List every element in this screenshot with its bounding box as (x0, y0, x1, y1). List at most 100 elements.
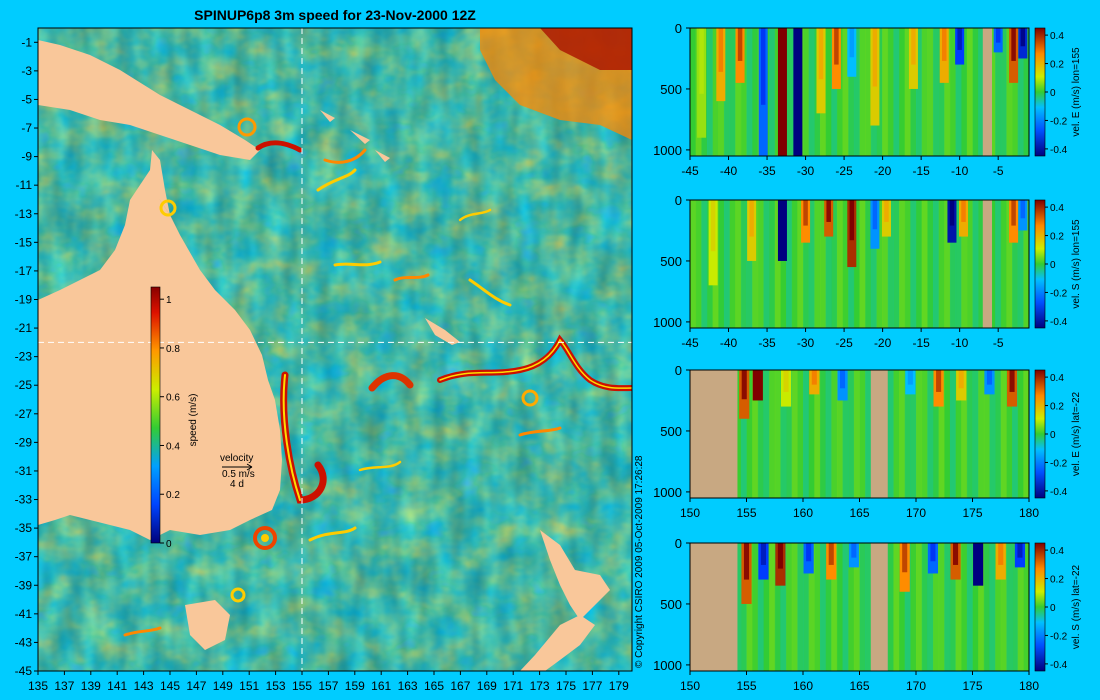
section-texture (831, 200, 838, 328)
section-texture (966, 28, 973, 156)
map-x-tick-label: 141 (107, 679, 127, 693)
map-y-tick-label: -21 (15, 321, 33, 335)
section-texture (893, 200, 900, 328)
section-texture (927, 370, 934, 498)
map-y-tick-label: -39 (15, 578, 33, 592)
section-panel: 150 155 160 165 170 175 180 0 500 1000 0.4 0.2 0 -0.2… (653, 536, 1082, 693)
section-x-tick-label: -5 (993, 164, 1004, 178)
section-texture (972, 200, 979, 328)
section-texture (836, 28, 844, 156)
section-y-tick-label: 500 (660, 597, 682, 612)
section-panel: -45 -40 -35 -30 -25 -20 -15 -10 -5 0 500 1000 0.4 0.2… (653, 21, 1082, 178)
section-texture (729, 28, 736, 156)
velocity-band-core (806, 543, 812, 562)
section-texture (695, 200, 702, 328)
eddy-ring (230, 587, 246, 603)
section-panel: 150 155 160 165 170 175 180 0 500 1000 0.4 0.2 0 -0.2… (653, 363, 1082, 520)
velocity-band-core (826, 200, 831, 222)
section-texture (791, 370, 798, 498)
velocity-band-core (986, 370, 992, 385)
section-texture (927, 543, 934, 671)
section-texture (955, 543, 962, 671)
section-texture (944, 200, 951, 328)
map-y-tick-label: -11 (16, 178, 33, 192)
section-texture (1000, 28, 1007, 156)
section-texture (865, 200, 872, 328)
velocity-band-core (872, 28, 878, 87)
section-texture (842, 370, 849, 498)
section-colorbar-tick-label: -0.4 (1050, 660, 1068, 671)
section-texture (814, 543, 821, 671)
section-frame (689, 199, 1030, 329)
section-x-tick-label: 165 (849, 506, 869, 520)
section-texture (819, 543, 827, 671)
section-texture (780, 543, 787, 671)
section-colorbar-tick-label: -0.2 (1050, 631, 1068, 642)
section-x-tick-label: 180 (1019, 506, 1039, 520)
new-zealand-north (540, 530, 610, 620)
section-texture (904, 543, 911, 671)
section-texture (803, 370, 810, 498)
section-texture (763, 200, 770, 328)
map-y-tick-label: -45 (15, 664, 33, 678)
section-x-tick-label: 180 (1019, 679, 1039, 693)
section-texture (904, 370, 911, 498)
section-texture (938, 200, 945, 328)
section-texture (966, 200, 973, 328)
velocity-band-core (780, 200, 785, 237)
section-texture (752, 200, 759, 328)
map-y-tick-label: -41 (15, 607, 33, 621)
section-texture (995, 370, 1002, 498)
section-x-tick-label: 160 (793, 679, 813, 693)
section-texture (978, 543, 985, 671)
section-texture (814, 200, 821, 328)
section-texture (938, 370, 945, 498)
section-texture (769, 200, 776, 328)
map-x-tick-label: 173 (530, 679, 550, 693)
section-texture (983, 543, 990, 671)
map-x-tick-label: 147 (186, 679, 206, 693)
section-texture (1006, 200, 1013, 328)
velocity-band-core (936, 370, 942, 392)
section-texture (978, 370, 985, 498)
section-texture (808, 28, 815, 156)
speed-colorbar-tick-label: 0 (166, 539, 172, 550)
section-texture (927, 200, 934, 328)
section-texture (1017, 370, 1024, 498)
map-x-tick-label: 139 (81, 679, 101, 693)
new-guinea-landmass (38, 40, 260, 160)
velocity-band-core (1011, 200, 1016, 226)
section-texture (955, 370, 962, 498)
section-colorbar-tick-label: 0.4 (1050, 546, 1064, 557)
section-x-tick-label: -15 (912, 164, 930, 178)
section-texture (740, 370, 747, 498)
section-texture (955, 200, 962, 328)
velocity-band-core (710, 200, 716, 252)
section-texture (989, 28, 996, 156)
eddy-ring (253, 526, 277, 550)
section-colorbar-tick-label: -0.4 (1050, 145, 1068, 156)
velocity-band-core (902, 543, 908, 573)
section-texture (853, 370, 860, 498)
section-y-tick-label: 0 (675, 536, 682, 551)
section-texture (825, 370, 832, 498)
cape-york (140, 150, 170, 215)
section-land (690, 543, 738, 671)
section-texture (729, 200, 736, 328)
section-texture (932, 543, 940, 671)
map-y-tick-label: -15 (15, 235, 33, 249)
section-colorbar-label: vel. S (m/s) lon=155 (1071, 219, 1082, 309)
section-field (690, 28, 1029, 156)
section-colorbar-ramp (1034, 542, 1046, 672)
section-x-tick-label: -45 (681, 164, 699, 178)
velocity-band-core (851, 543, 857, 558)
speed-colorbar-label: speed (m/s) (188, 394, 199, 447)
section-texture (853, 200, 860, 328)
section-texture (1006, 28, 1013, 156)
section-texture (995, 28, 1002, 156)
section-x-tick-label: -20 (874, 164, 892, 178)
section-colorbar-tick-label: 0 (1050, 88, 1056, 99)
velocity-band-core (780, 28, 785, 105)
velocity-band-core (1020, 200, 1026, 219)
speed-colorbar-tick-label: 0.2 (166, 490, 180, 501)
